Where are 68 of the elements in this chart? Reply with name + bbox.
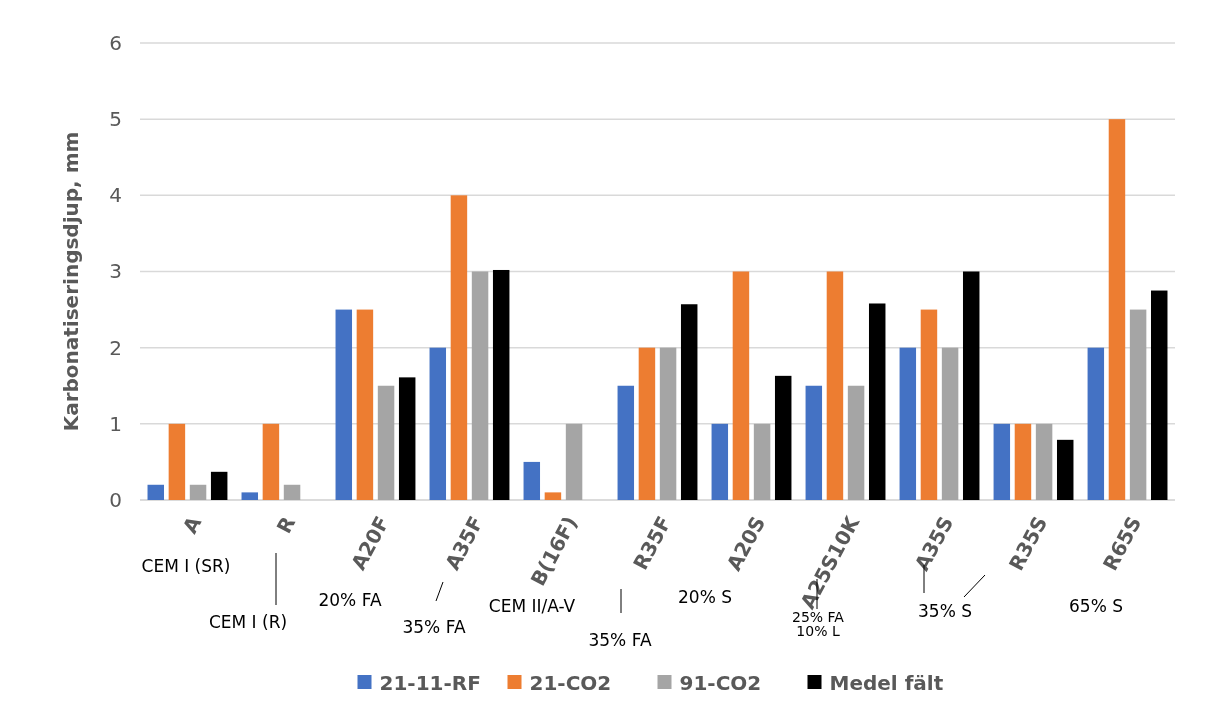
bar <box>868 303 886 500</box>
y-tick-label: 6 <box>109 30 122 55</box>
bar <box>544 492 562 500</box>
x-tick-label: A20F <box>346 512 395 574</box>
y-tick-label: 5 <box>109 107 122 132</box>
bar <box>450 195 468 500</box>
y-tick-label: 0 <box>109 487 122 512</box>
legend-label: Medel fält <box>829 671 944 695</box>
y-tick-label: 1 <box>109 411 122 436</box>
text: 20% S <box>678 587 732 607</box>
bar <box>241 492 259 500</box>
bar <box>753 423 771 500</box>
bar <box>523 461 541 500</box>
bar <box>565 423 583 500</box>
bar <box>920 309 938 500</box>
bar <box>335 309 353 500</box>
text: 20% FA <box>318 590 382 610</box>
bar <box>732 271 750 500</box>
y-tick-label: 3 <box>109 259 122 284</box>
y-tick-label: 2 <box>109 335 122 360</box>
text: 25% FA 10% L <box>792 609 845 639</box>
x-tick-label: A <box>177 511 207 538</box>
bar <box>283 484 301 500</box>
bar <box>492 269 510 500</box>
bar <box>659 347 677 500</box>
bar <box>1108 119 1126 500</box>
legend-label: 91-CO2 <box>679 671 762 695</box>
bar <box>1129 309 1147 500</box>
bar <box>262 423 280 500</box>
bar <box>847 385 865 500</box>
y-axis-title: Karbonatiseringsdjup, mm <box>59 131 83 432</box>
bar <box>189 484 207 500</box>
bar <box>962 271 980 500</box>
legend-label: 21-11-RF <box>379 671 481 695</box>
bar <box>711 423 729 500</box>
bar <box>1056 439 1074 500</box>
bar <box>471 271 489 500</box>
bar <box>993 423 1011 500</box>
bar <box>356 309 374 500</box>
text: CEM II/A-V <box>488 596 576 616</box>
bar <box>826 271 844 500</box>
text: 65% S <box>1069 596 1123 616</box>
text: CEM I (SR) <box>141 556 231 576</box>
x-tick-label: A35F <box>440 512 489 574</box>
text: 35% FA <box>402 617 466 637</box>
bar <box>805 385 823 500</box>
bar <box>1035 423 1053 500</box>
bar <box>398 377 416 500</box>
bar <box>1150 290 1168 500</box>
text: 35% S <box>918 601 972 621</box>
bar <box>1014 423 1032 500</box>
bar <box>147 484 165 500</box>
bar <box>617 385 635 500</box>
bar <box>899 347 917 500</box>
bar <box>774 375 792 500</box>
bar <box>941 347 959 500</box>
text: 35% FA <box>588 630 652 650</box>
bar <box>377 385 395 500</box>
text: CEM I (R) <box>208 612 288 632</box>
bar <box>210 471 228 500</box>
bar <box>638 347 656 500</box>
x-tick-label: R <box>271 512 301 538</box>
bar <box>429 347 447 500</box>
legend-label: 21-CO2 <box>529 671 612 695</box>
bar <box>168 423 186 500</box>
bar <box>1087 347 1105 500</box>
y-tick-label: 4 <box>109 183 122 208</box>
bar <box>680 304 698 500</box>
